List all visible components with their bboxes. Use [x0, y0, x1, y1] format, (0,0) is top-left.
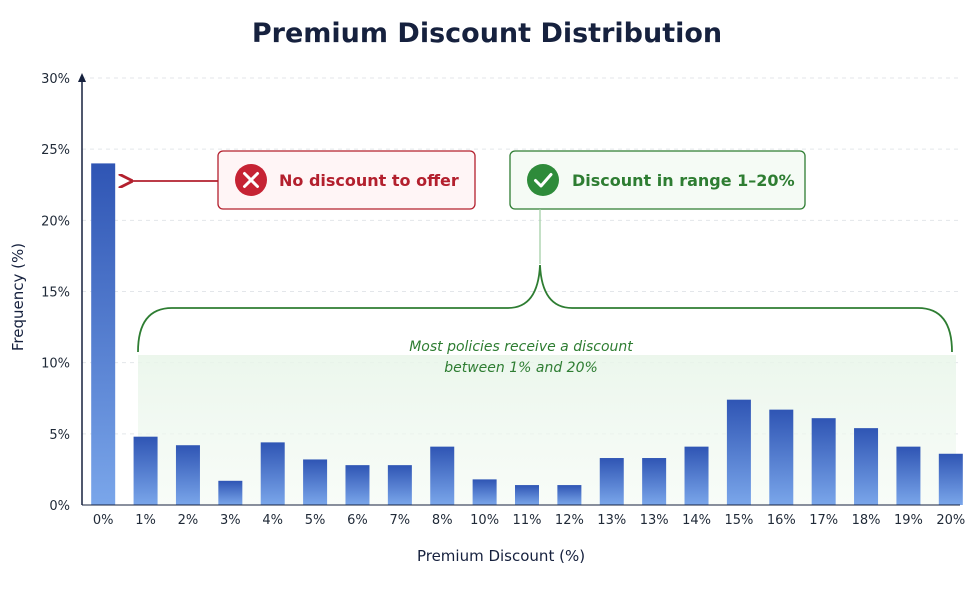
y-axis-arrow	[78, 73, 86, 82]
bar-17	[811, 418, 836, 505]
no-discount-callout	[217, 150, 476, 210]
x-tick-label: 14%	[682, 513, 711, 528]
x-tick-label: 0%	[93, 513, 114, 528]
bar-6	[345, 465, 370, 505]
discount-range-label: Discount in range 1–20%	[572, 171, 795, 190]
x-tick-label: 6%	[347, 513, 368, 528]
y-tick-label: 0%	[49, 499, 70, 514]
bar-13	[642, 458, 667, 505]
y-tick-label: 20%	[41, 214, 70, 229]
discount-range-brace	[137, 264, 953, 353]
x-tick-label: 1%	[135, 513, 156, 528]
chart-title: Premium Discount Distribution	[252, 18, 722, 49]
bar-4	[260, 442, 285, 505]
bars	[91, 163, 963, 505]
bar-2	[175, 445, 200, 505]
bar-8	[430, 446, 455, 505]
x-axis-label: Premium Discount (%)	[417, 547, 585, 565]
x-tick-label: 18%	[852, 513, 881, 528]
x-tick-label: 19%	[894, 513, 923, 528]
x-tick-label: 5%	[305, 513, 326, 528]
x-tick-label: 11%	[513, 513, 542, 528]
x-tick-label: 2%	[178, 513, 199, 528]
bar-10	[515, 485, 539, 505]
x-tick-label: 3%	[220, 513, 241, 528]
bar-18	[854, 428, 879, 505]
check-icon	[527, 164, 559, 196]
bar-15	[726, 399, 751, 505]
x-tick-label: 10%	[470, 513, 499, 528]
discount-range-callout	[509, 150, 806, 210]
x-tick-label: 4%	[262, 513, 283, 528]
no-discount-label: No discount to offer	[279, 171, 459, 190]
x-tick-label: 20%	[936, 513, 965, 528]
bar-7	[387, 465, 412, 505]
check-mark	[534, 173, 553, 188]
bar-16	[769, 409, 794, 505]
bar-19	[896, 446, 921, 505]
y-tick-label: 5%	[49, 428, 70, 443]
x-tick-labels: 0% 1% 2% 3% 4% 5% 6% 7% 8% 10% 11% 12% 13% 13% 14% 15% 1…	[93, 513, 965, 528]
y-tick-label: 10%	[41, 357, 70, 372]
y-tick-label: 30%	[41, 72, 70, 87]
x-tick-label: 13%	[640, 513, 669, 528]
bar-9	[472, 479, 497, 505]
y-tick-labels: 0% 5% 10% 15% 20% 25% 30%	[41, 72, 70, 514]
x-tick-label: 13%	[597, 513, 626, 528]
error-x-mark	[243, 172, 259, 188]
brace-annotation-line2: between 1% and 20%	[444, 360, 598, 376]
bar-0	[91, 163, 116, 505]
bar-12	[599, 458, 624, 505]
x-tick-label: 12%	[555, 513, 584, 528]
x-tick-label: 16%	[767, 513, 796, 528]
x-tick-label: 7%	[390, 513, 411, 528]
bar-3	[218, 480, 243, 505]
brace-annotation-line1: Most policies receive a discount	[409, 339, 633, 355]
x-tick-label: 17%	[809, 513, 838, 528]
bar-5	[303, 459, 328, 505]
bar-14	[684, 446, 709, 505]
bar-11	[557, 485, 582, 505]
bar-1	[133, 436, 158, 505]
y-tick-label: 25%	[41, 143, 70, 158]
bar-20	[938, 453, 963, 505]
y-tick-label: 15%	[41, 286, 70, 301]
y-axis-label: Frequency (%)	[9, 243, 27, 351]
x-tick-label: 8%	[432, 513, 453, 528]
x-tick-label: 15%	[724, 513, 753, 528]
